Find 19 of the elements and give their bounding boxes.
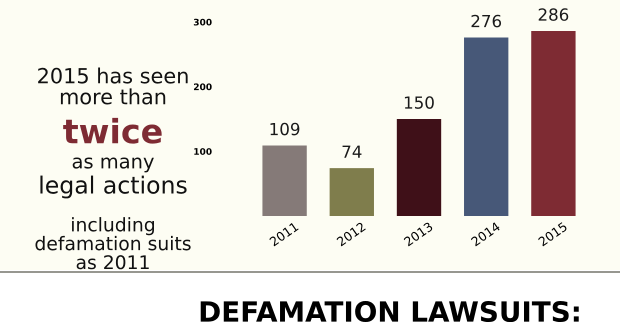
text: as many — [72, 157, 154, 172]
y-tick-label: 100 — [194, 148, 212, 155]
data-label: 276 — [472, 14, 502, 28]
text: 2015 has seen more than — [38, 67, 188, 105]
data-label: 109 — [270, 122, 300, 136]
bar — [531, 31, 576, 216]
text: DEFAMATION LAWSUITS: — [200, 301, 579, 322]
data-label: 74 — [342, 146, 362, 158]
bar — [262, 146, 307, 216]
bar — [330, 168, 374, 216]
bar — [396, 119, 442, 216]
bar — [464, 38, 508, 216]
text: including defamation suits as 2011 — [35, 217, 191, 270]
y-tick-label: 300 — [194, 18, 212, 26]
text: twice — [63, 118, 162, 144]
data-label: 286 — [538, 8, 568, 21]
y-tick-label: 200 — [194, 83, 212, 90]
data-label: 150 — [404, 96, 434, 109]
text: legal actions — [40, 176, 187, 198]
